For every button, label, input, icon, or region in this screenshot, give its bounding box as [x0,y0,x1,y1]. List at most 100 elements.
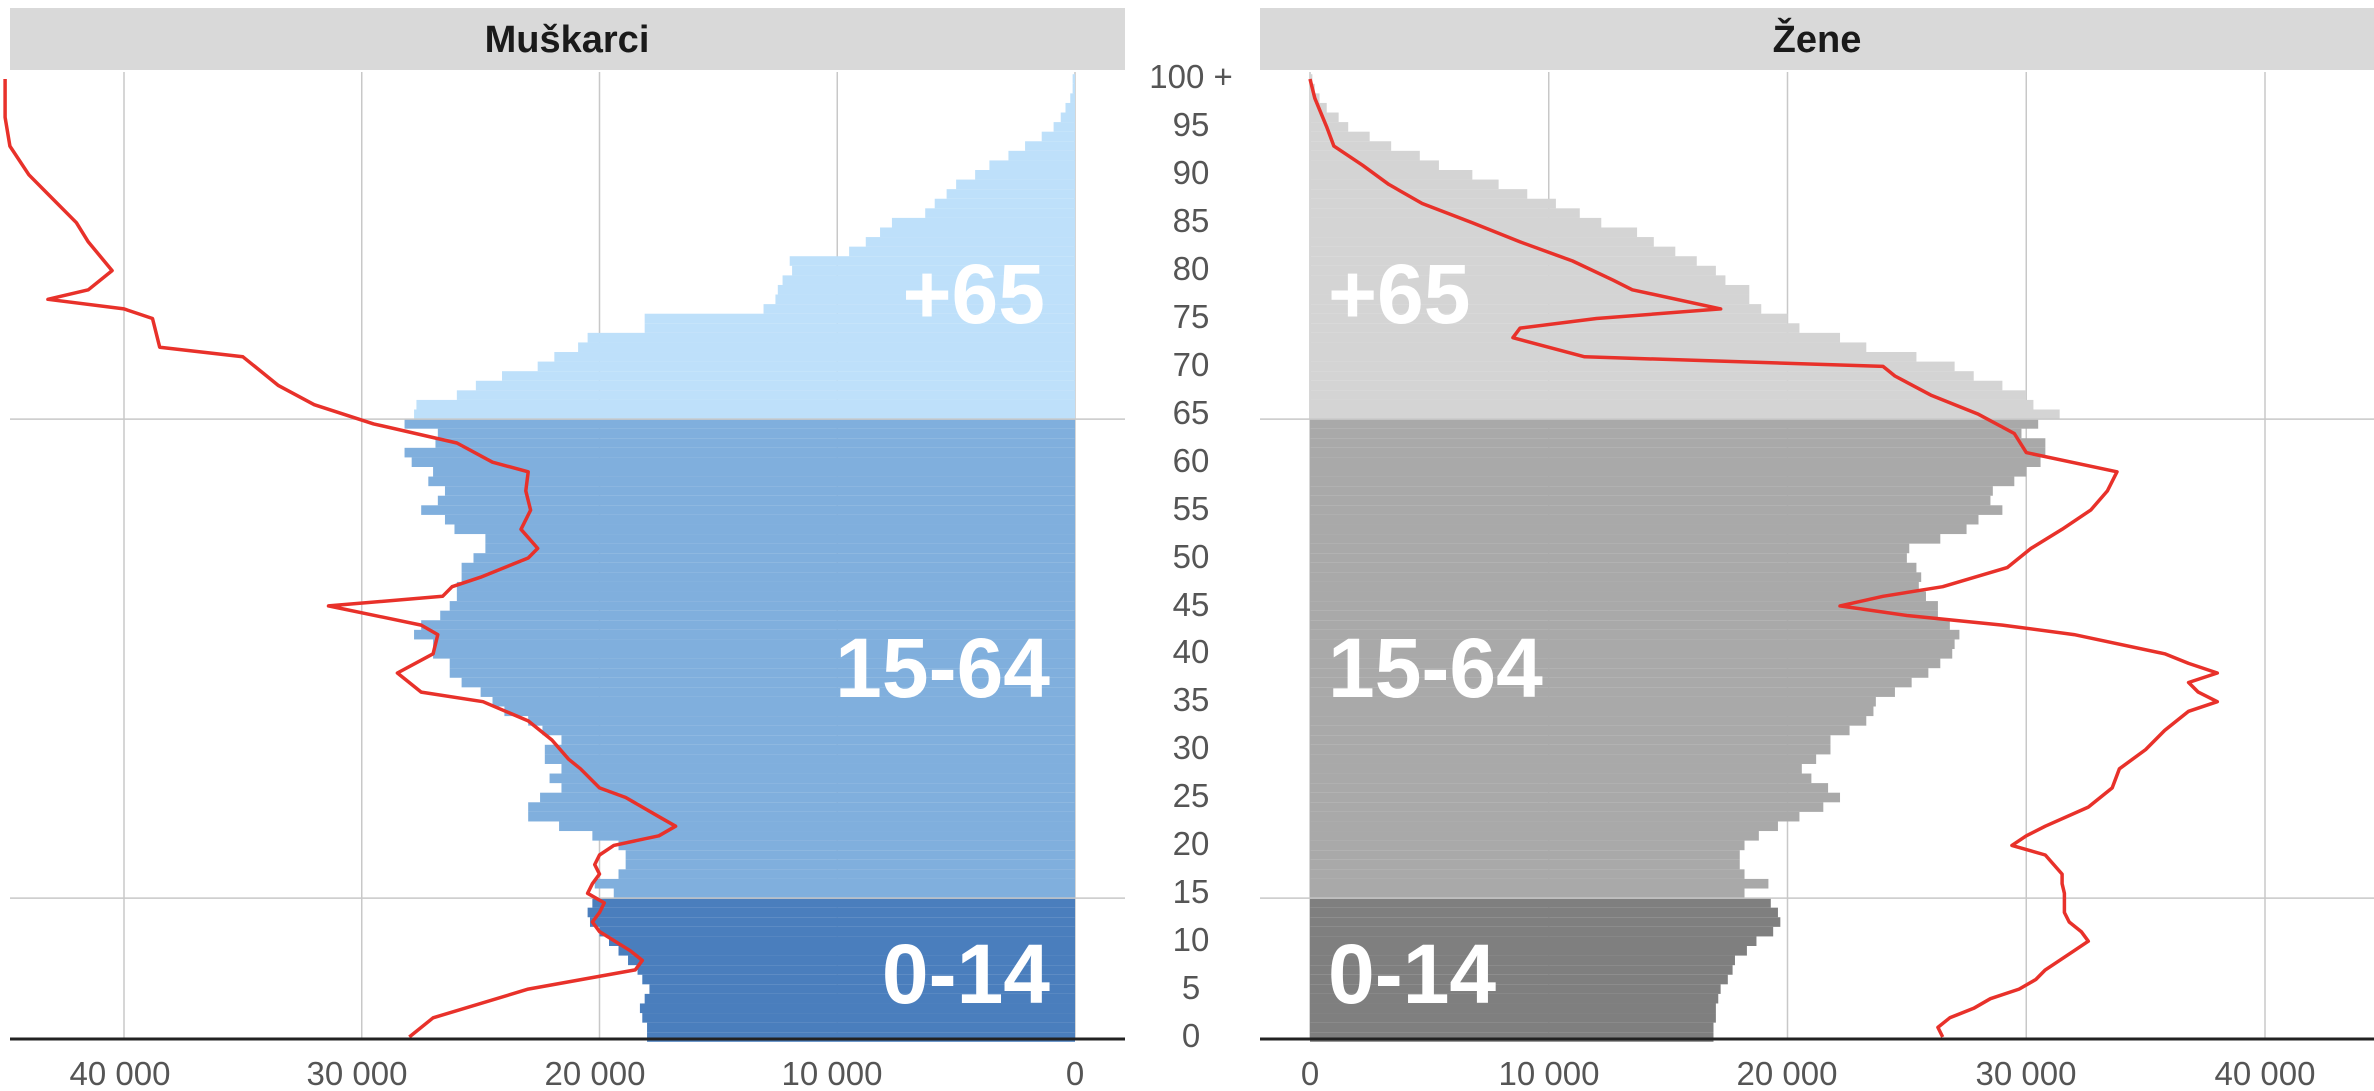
female-bar [1310,553,1907,563]
male-bar [644,323,1075,333]
male-bar [934,198,1075,209]
male-bar [559,821,1075,832]
male-bar [542,725,1075,736]
male-bar [782,275,1075,285]
female-bar [1310,342,1867,353]
female-bar [1310,371,1974,381]
right-panel-title: Žene [1773,17,1862,61]
male-bar [618,840,1075,851]
age-tick-label: 15 [1173,873,1210,910]
male-bar [642,974,1075,985]
male-bar [473,553,1075,563]
right-x-tick-label: 0 [1301,1055,1319,1091]
female-bar [1310,227,1638,238]
male-bar [428,476,1075,487]
male-bar [989,160,1075,171]
female-bar [1310,304,1762,314]
left-x-tick-label: 20 000 [545,1055,646,1091]
female-bar [1310,198,1556,209]
male-bar [644,313,1075,324]
age-tick-label: 30 [1173,729,1210,766]
female-bar [1310,457,2041,467]
female-bar [1310,179,1499,190]
male-bar [444,486,1075,496]
male-bar [449,601,1075,611]
female-bar [1310,955,1735,966]
age-tick-label: 10 [1173,921,1210,958]
male-bar [649,984,1075,994]
female-bar [1310,581,1919,592]
female-bar [1310,658,1941,669]
female-bar [1310,428,2022,439]
female-bar [1310,763,1802,774]
female-bar [1310,965,1733,975]
age-tick-label: 60 [1173,442,1210,479]
female-bar [1310,150,1420,161]
male-bar [421,620,1075,630]
female-bar [1310,687,1895,697]
age-tick-label: 40 [1173,633,1210,670]
male-bar [589,917,1075,927]
female-bar [1310,131,1370,142]
male-bar [975,170,1075,180]
male-bar [609,936,1075,946]
left-group-label-15-64: 15-64 [835,621,1050,715]
female-bar [1310,1032,1714,1042]
male-bar [461,562,1076,573]
age-tick-label: 20 [1173,825,1210,862]
female-bar [1310,629,1960,640]
female-bar [1310,323,1800,333]
male-bar [639,1003,1075,1014]
female-bar [1310,562,1917,573]
female-bar [1310,390,2027,400]
female-bar [1310,706,1874,717]
right-x-tick-label: 10 000 [1499,1055,1600,1091]
female-bar [1310,821,1778,832]
male-bar [485,534,1075,544]
female-bar [1310,591,1926,602]
female-bar [1310,725,1850,736]
age-tick-label: 70 [1173,346,1210,383]
right-group-label-0-14: 0-14 [1328,927,1496,1021]
female-bar [1310,399,2034,410]
male-bar [628,955,1075,966]
female-bar [1310,620,1950,630]
male-bar [444,514,1075,525]
female-bar [1310,160,1439,171]
male-bar [492,696,1075,707]
female-bar [1310,361,1955,372]
right-x-tick-label: 40 000 [2215,1055,2316,1091]
male-bar [578,342,1075,353]
male-bar [537,361,1075,372]
female-bar [1310,572,1922,582]
female-bar [1310,773,1812,784]
male-bar [792,265,1075,276]
female-bar [1310,744,1831,755]
male-bar [456,581,1076,592]
male-bar [433,639,1075,650]
female-bar [1310,466,2027,477]
female-bar [1310,419,2039,429]
male-bar [549,773,1075,784]
male-bar [865,237,1075,247]
female-bar [1310,246,1676,257]
female-bar [1310,831,1759,841]
female-bar [1310,313,1788,324]
male-bar [461,677,1076,688]
male-bar [1072,83,1075,94]
male-bar [435,438,1075,448]
female-bar [1310,486,1993,496]
right-group-label-15-64: 15-64 [1328,621,1543,715]
male-bar [502,371,1076,381]
male-bar [594,878,1075,889]
female-bar [1310,495,1991,506]
male-bar [789,256,1075,266]
female-reference-line [1308,78,2220,1038]
male-bar [461,572,1076,582]
age-tick-label: 85 [1173,202,1210,239]
female-bar [1310,993,1719,1004]
female-bar [1310,840,1745,851]
male-bar [1041,131,1075,142]
female-bar [1310,936,1757,946]
